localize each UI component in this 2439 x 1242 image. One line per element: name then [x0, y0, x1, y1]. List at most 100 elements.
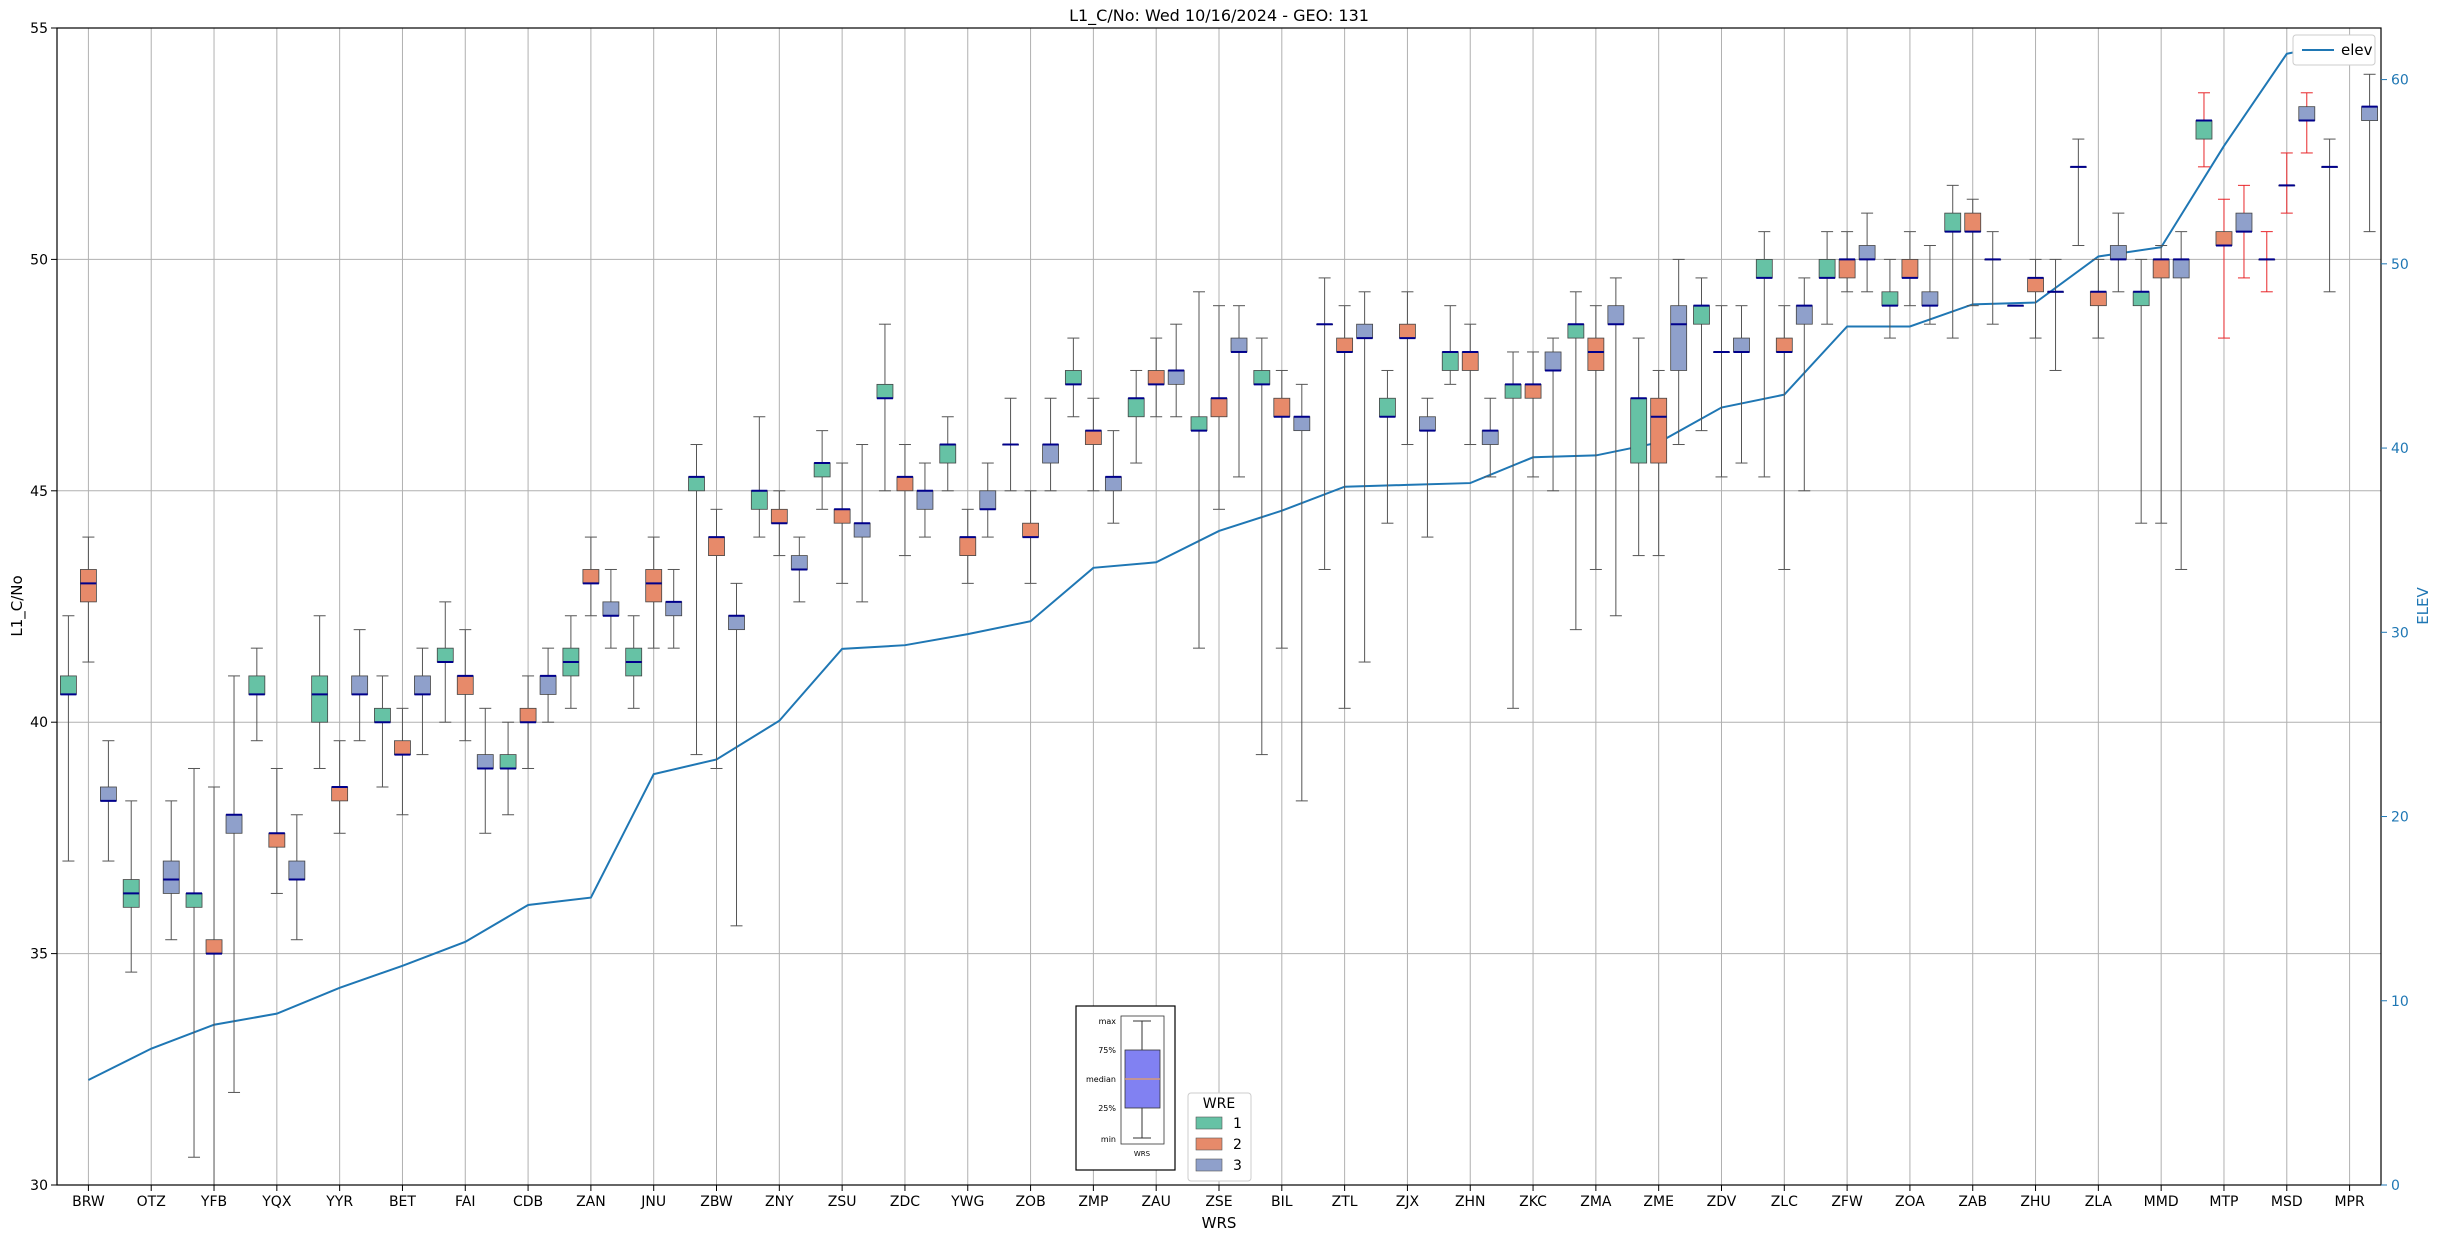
iqr-box: [60, 675, 77, 695]
box-YFB-1: [185, 767, 203, 1158]
box-ZSE-3: [1230, 305, 1248, 478]
iqr-box: [1818, 258, 1836, 279]
wre-legend-swatch-2: [1195, 1137, 1223, 1151]
box-layer: [60, 73, 2378, 1186]
box-ZKC-2: [1524, 351, 1542, 478]
iqr-box: [1921, 291, 1939, 307]
iqr-box: [1356, 323, 1374, 339]
box-FAI-1: [436, 601, 454, 723]
box-ZHU-3: [2047, 258, 2064, 371]
x-tick-label: ZHN: [1455, 1194, 1486, 1210]
box-ZMP-2: [1084, 397, 1102, 492]
box-ZSE-1: [1190, 291, 1208, 649]
box-YQX-1: [248, 647, 266, 742]
y2-axis-label: ELEV: [2414, 586, 2432, 624]
box-BRW-3: [100, 740, 117, 862]
box-ZKC-3: [1544, 337, 1562, 492]
x-tick-label: CDB: [513, 1194, 543, 1210]
box-ZBW-3: [728, 582, 745, 927]
box-ZMA-1: [1567, 291, 1585, 631]
iqr-box: [456, 675, 474, 695]
box-ZTL-1: [1316, 277, 1334, 570]
box-ZAN-2: [582, 536, 600, 617]
box-YYR-2: [331, 740, 349, 834]
box-ZHU-2: [2027, 258, 2044, 339]
iqr-box: [1022, 522, 1039, 538]
iqr-box: [162, 860, 180, 894]
box-ZJX-2: [1399, 291, 1416, 446]
box-FAI-2: [456, 629, 474, 742]
box-ZAB-3: [1984, 231, 2002, 325]
x-tick-label: ZBW: [700, 1194, 733, 1210]
wre-legend-title: WRE: [1203, 1096, 1235, 1112]
iqr-box: [268, 832, 286, 848]
iqr-box: [1147, 370, 1165, 385]
iqr-box: [1881, 291, 1899, 307]
box-ZFW-1: [1818, 231, 1836, 325]
box-ZAU-1: [1127, 369, 1145, 464]
iqr-box: [1379, 397, 1396, 418]
x-tick-label: MTP: [2209, 1194, 2238, 1210]
iqr-box: [2361, 106, 2378, 121]
iqr-box: [1944, 212, 1962, 233]
x-tick-label: ZAN: [576, 1194, 606, 1210]
x-tick-label: BET: [389, 1194, 416, 1210]
box-OTZ-3: [162, 800, 180, 941]
iqr-box: [1064, 370, 1082, 385]
box-MSD-3: [2298, 92, 2316, 154]
iqr-box: [1167, 370, 1185, 385]
box-ZLA-2: [2089, 258, 2107, 339]
iqr-box: [1838, 258, 1856, 279]
box-BRW-2: [80, 536, 97, 663]
iqr-box: [1964, 212, 1982, 233]
y-tick-label: 45: [30, 484, 48, 500]
wre-legend-label-3: 3: [1233, 1158, 1242, 1174]
box-ZLA-3: [2109, 212, 2127, 293]
box-ZOB-3: [1042, 397, 1059, 492]
x-tick-label: ZAU: [1141, 1194, 1170, 1210]
iqr-box: [1587, 337, 1605, 371]
iqr-box: [2132, 291, 2150, 307]
iqr-box: [1858, 245, 1876, 260]
box-ZAN-3: [602, 568, 620, 649]
iqr-box: [1042, 444, 1059, 464]
iqr-box: [374, 707, 391, 723]
iqr-box: [1755, 258, 1773, 279]
wre-legend-swatch-1: [1195, 1116, 1223, 1130]
x-tick-label: FAI: [455, 1194, 475, 1210]
iqr-box: [1630, 397, 1648, 464]
y2-tick-label: 0: [2391, 1178, 2400, 1194]
box-MPR-3: [2361, 73, 2378, 233]
box-ZTL-2: [1336, 305, 1354, 709]
iqr-box: [1795, 305, 1813, 325]
box-ZJX-1: [1379, 369, 1396, 524]
iqr-box: [248, 675, 266, 695]
x-tick-label: MPR: [2334, 1194, 2365, 1210]
box-YYR-3: [351, 629, 369, 742]
box-YQX-3: [288, 814, 306, 941]
iqr-box: [1733, 337, 1750, 353]
box-YWG-2: [959, 508, 977, 584]
box-MMD-3: [2172, 231, 2190, 570]
y2-tick-label: 30: [2391, 625, 2409, 641]
iqr-box: [1273, 397, 1291, 418]
box-ZDV-1: [1693, 277, 1710, 432]
box-ZOA-1: [1881, 258, 1899, 339]
x-axis-label: WRS: [1202, 1214, 1237, 1232]
iqr-box: [205, 939, 223, 955]
iqr-box: [2235, 212, 2253, 233]
iqr-box: [1775, 337, 1793, 353]
iqr-box: [582, 569, 600, 584]
box-ZAN-1: [562, 615, 580, 709]
x-tick-label: YQX: [261, 1194, 292, 1210]
box-BET-1: [374, 675, 391, 788]
box-ZAU-3: [1167, 323, 1185, 418]
iqr-box: [728, 615, 745, 631]
chart-title: L1_C/No: Wed 10/16/2024 - GEO: 131: [1069, 6, 1369, 26]
iqr-box: [833, 508, 851, 524]
wre-legend-label-1: 1: [1233, 1116, 1242, 1132]
box-ZFW-3: [1858, 212, 1876, 293]
iqr-box: [2109, 245, 2127, 260]
box-ZHN-1: [1441, 305, 1459, 385]
iqr-box: [519, 707, 537, 723]
